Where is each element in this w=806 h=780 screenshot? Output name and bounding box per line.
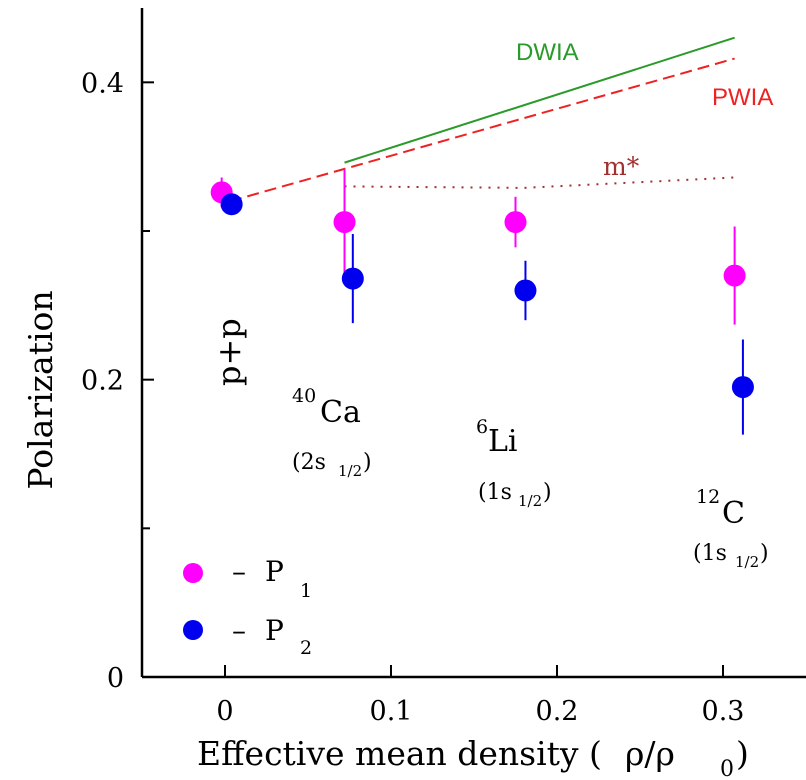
x-tick-label: 0 — [216, 696, 233, 727]
c-orbital-close: ) — [760, 541, 769, 566]
mstar-label: m* — [603, 152, 640, 181]
data-points — [210, 170, 754, 435]
curve-m — [344, 176, 735, 189]
legend-p1-label: P — [265, 555, 284, 588]
point-p1 — [504, 211, 527, 234]
point-p2 — [731, 376, 754, 399]
axis-ticks: 0 0.1 0.2 0.3 0 0.2 0.4 — [81, 68, 744, 727]
point-p1 — [723, 264, 746, 287]
legend-p2-label: P — [265, 614, 284, 647]
x-axis-title-text: Effective mean density ( — [197, 734, 602, 773]
y-tick-label: 0.2 — [81, 366, 124, 397]
c-element: C — [722, 496, 745, 531]
y-axis-title: Polarization — [21, 290, 60, 489]
c-mass-number: 12 — [696, 486, 720, 508]
ca-orbital-close: ) — [363, 450, 372, 475]
li-element: Li — [488, 424, 518, 459]
li-annotation: 6 Li (1s 1/2 ) — [476, 416, 552, 510]
li-orbital-sub: 1/2 — [518, 492, 542, 510]
point-p2 — [341, 267, 364, 290]
y-tick-label: 0 — [107, 663, 124, 694]
pwia-label: PWIA — [712, 84, 773, 111]
li-orbital: (1s — [478, 480, 512, 505]
ca-mass-number: 40 — [292, 385, 316, 407]
x-tick-label: 0.2 — [536, 696, 579, 727]
c-orbital-sub: 1/2 — [735, 553, 759, 571]
legend-p1-sub: 1 — [300, 580, 312, 602]
x-axis-title: Effective mean density ( ρ/ρ 0 ) — [197, 734, 749, 780]
li-mass-number: 6 — [476, 416, 488, 438]
legend-p2-sub: 2 — [300, 637, 312, 659]
legend-p1-dash: – — [232, 555, 246, 588]
curve-dwia — [344, 36, 735, 164]
point-p2 — [514, 279, 537, 302]
pp-annotation: p+p — [210, 318, 248, 386]
y-tick-label: 0.4 — [81, 68, 124, 99]
x-axis-title-close: ) — [736, 734, 749, 773]
ca-element: Ca — [320, 395, 361, 430]
li-orbital-close: ) — [543, 480, 552, 505]
point-p2 — [220, 193, 243, 216]
c-orbital: (1s — [693, 541, 727, 566]
legend-p2-marker — [183, 620, 203, 640]
x-axis-title-symbol: ρ/ρ — [625, 734, 675, 773]
curve-pwia — [229, 57, 735, 203]
x-axis-title-subscript: 0 — [720, 757, 734, 780]
model-curves — [229, 36, 735, 203]
legend-p2-dash: – — [232, 614, 246, 647]
c-annotation: 12 C (1s 1/2 ) — [693, 486, 769, 571]
x-tick-label: 0.1 — [370, 696, 413, 727]
x-tick-label: 0.3 — [702, 696, 745, 727]
point-p1 — [333, 211, 356, 234]
dwia-label: DWIA — [516, 39, 579, 66]
ca-orbital: (2s — [292, 450, 326, 475]
legend-p1-marker — [183, 563, 203, 583]
ca-annotation: 40 Ca (2s 1/2 ) — [292, 385, 372, 480]
ca-orbital-sub: 1/2 — [338, 462, 362, 480]
legend: – P 1 – P 2 — [183, 555, 312, 659]
